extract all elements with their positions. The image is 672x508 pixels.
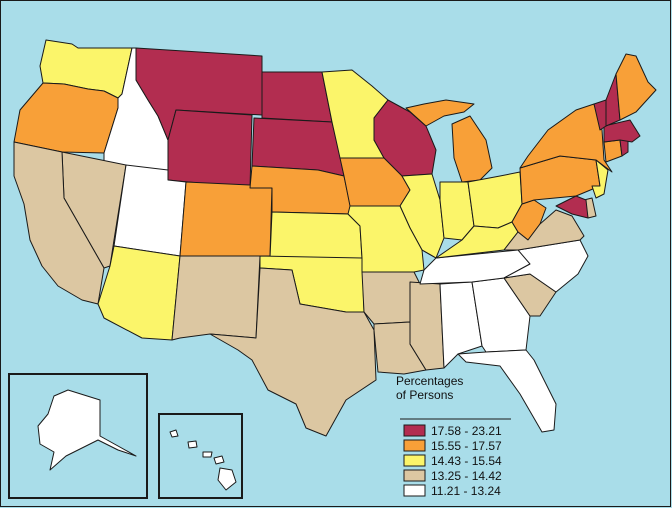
state-wyoming: [167, 109, 253, 189]
state-maryland: [555, 195, 589, 219]
state-california: [13, 141, 105, 305]
state-michigan: [405, 99, 493, 183]
state-hawaii: [169, 429, 237, 491]
state-virginia: [503, 209, 585, 251]
legend-label: 11.21 - 13.24: [431, 484, 501, 498]
state-florida: [457, 349, 557, 433]
state-alaska: [37, 389, 137, 471]
legend-swatch: [403, 454, 426, 467]
legend-label: 15.55 - 17.57: [431, 439, 502, 453]
state-kentucky: [421, 221, 519, 259]
state-north-carolina: [503, 239, 589, 293]
legend: Percentages of Persons 17.58 - 23.2115.5…: [396, 374, 511, 498]
state-north-dakota: [261, 71, 333, 123]
legend-swatch: [403, 439, 426, 452]
legend-title-line1: Percentages: [396, 374, 463, 388]
legend-title-line2: of Persons: [396, 388, 453, 402]
legend-swatch: [403, 469, 426, 482]
legend-label: 14.43 - 15.54: [431, 454, 502, 468]
state-oregon: [13, 82, 119, 154]
legend-swatch: [403, 424, 426, 437]
state-new-mexico: [171, 255, 261, 341]
legend-label: 17.58 - 23.21: [431, 424, 502, 438]
state-wisconsin: [373, 99, 437, 177]
state-maine: [615, 53, 657, 121]
state-new-york: [519, 103, 613, 173]
legend-swatch: [403, 484, 426, 497]
state-colorado: [179, 181, 273, 257]
state-kansas: [269, 211, 363, 259]
state-texas: [209, 267, 377, 437]
state-connecticut: [603, 139, 623, 163]
legend-label: 13.25 - 14.42: [431, 469, 502, 483]
state-new-jersey: [591, 159, 609, 199]
state-rhode-island: [619, 139, 629, 157]
state-massachusetts: [603, 119, 641, 143]
